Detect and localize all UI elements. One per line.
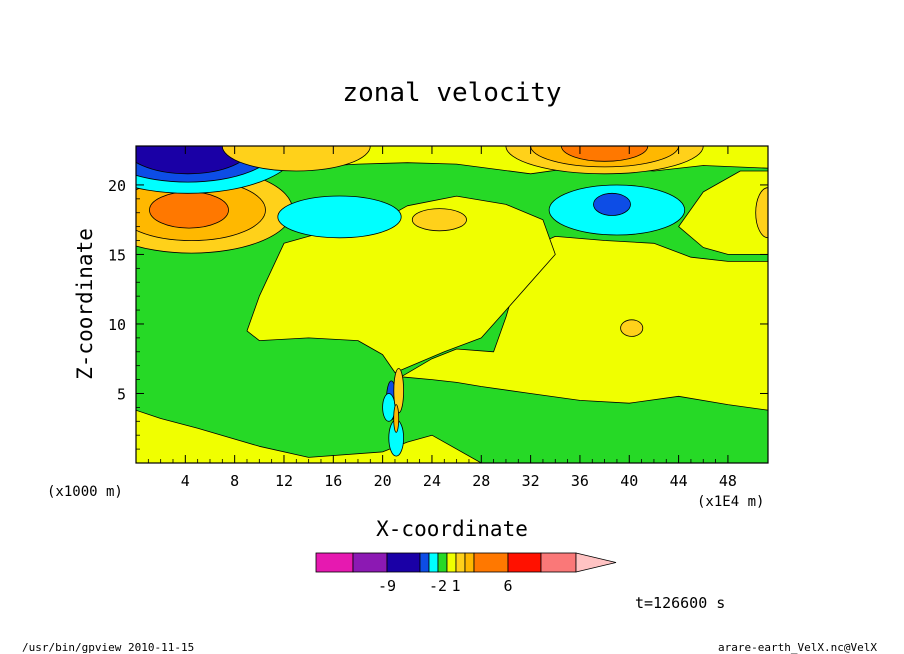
- x-tick-label: 48: [719, 472, 737, 490]
- footer-right: arare-earth_VelX.nc@VelX: [718, 641, 877, 654]
- contour-regions: [136, 146, 768, 463]
- y-tick-label: 5: [117, 385, 126, 403]
- x-tick-label: 8: [230, 472, 239, 490]
- contour-top-orange-right3: [561, 146, 649, 162]
- y-axis-unit: (x1000 m): [47, 484, 123, 500]
- x-tick-label: 24: [423, 472, 441, 490]
- x-axis-label: X-coordinate: [376, 517, 528, 541]
- y-tick-label: 15: [108, 246, 126, 264]
- contour-mid-orange-blob: [411, 208, 467, 232]
- x-tick-label: 28: [472, 472, 490, 490]
- colorbar-tick-label: -2: [429, 577, 447, 595]
- y-tick-label: 10: [108, 316, 126, 334]
- plot-frame: [135, 145, 769, 464]
- contour-right-edge-orange: [755, 187, 768, 239]
- time-label: t=126600 s: [635, 594, 725, 612]
- contour-jet-orange: [393, 404, 400, 433]
- colorbar-tick-label: -9: [378, 577, 396, 595]
- contour-blue-right: [593, 192, 631, 216]
- colorbar-swatch: [446, 552, 457, 573]
- contour-right-yellow: [400, 235, 768, 411]
- colorbar-tick-label: 1: [451, 577, 460, 595]
- y-tick-label: 20: [108, 177, 126, 195]
- colorbar-swatch: [507, 552, 542, 573]
- colorbar-swatch: [464, 552, 475, 573]
- contour-right-edge-yellow: [678, 170, 768, 255]
- x-tick-label: 20: [374, 472, 392, 490]
- chart-title: zonal velocity: [342, 78, 561, 108]
- colorbar-swatch: [455, 552, 466, 573]
- colorbar-swatch: [428, 552, 439, 573]
- contour-small-yellow-dot: [620, 319, 644, 337]
- x-tick-label: 44: [670, 472, 688, 490]
- x-tick-label: 16: [324, 472, 342, 490]
- colorbar-swatch: [419, 552, 430, 573]
- contour-jet-cyan-upper: [382, 393, 396, 422]
- contour-cyan-left: [277, 195, 402, 239]
- colorbar-tick-label: 6: [503, 577, 512, 595]
- contour-left-orange-core: [149, 191, 229, 229]
- colorbar-swatch: [473, 552, 509, 573]
- colorbar-swatch: [437, 552, 448, 573]
- x-axis-unit: (x1E4 m): [697, 494, 764, 510]
- y-axis: 5 10 15 20: [108, 177, 768, 450]
- y-axis-label: Z-coordinate: [73, 228, 97, 380]
- colorbar-swatch: [540, 552, 577, 573]
- contour-top-left-navy: [136, 146, 253, 175]
- x-tick-label: 12: [275, 472, 293, 490]
- colorbar-swatch: [386, 552, 421, 573]
- colorbar-extend-arrow: [575, 552, 617, 573]
- x-tick-label: 36: [571, 472, 589, 490]
- x-tick-label: 32: [522, 472, 540, 490]
- x-tick-label: 4: [181, 472, 190, 490]
- colorbar-swatch: [352, 552, 388, 573]
- x-axis: 4 8 12 16 20 24 28 32 36 40 44 48: [147, 146, 737, 490]
- colorbar: -9 -2 1 6: [315, 552, 617, 595]
- x-tick-label: 40: [620, 472, 638, 490]
- colorbar-swatch: [315, 552, 354, 573]
- footer-left: /usr/bin/gpview 2010-11-15: [22, 641, 194, 654]
